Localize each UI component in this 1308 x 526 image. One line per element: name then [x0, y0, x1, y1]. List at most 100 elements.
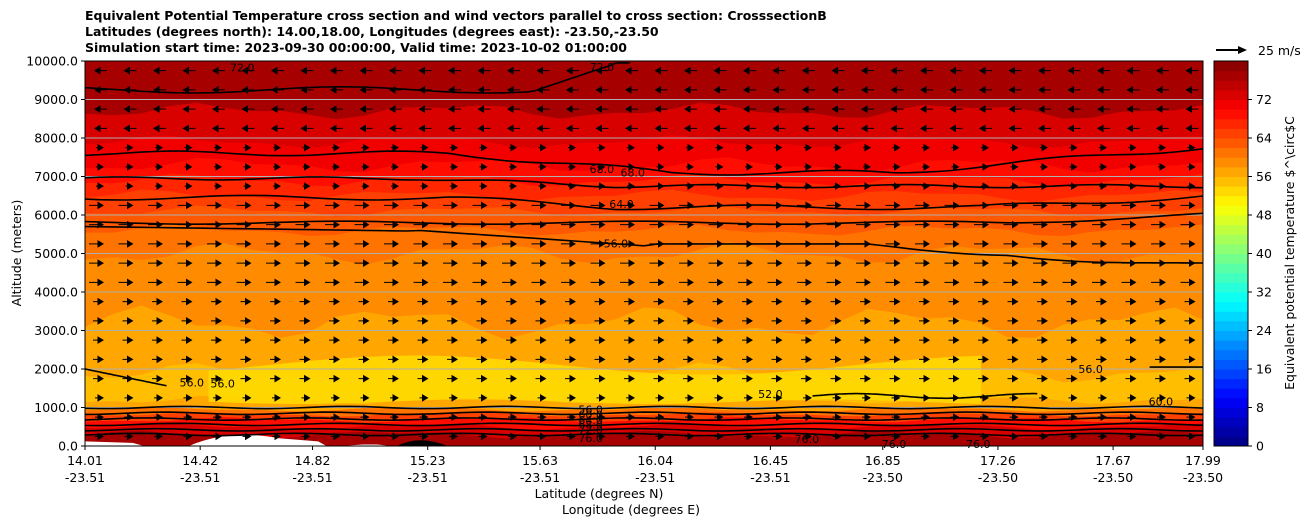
wind-vector	[183, 393, 193, 402]
wind-vector	[597, 162, 606, 171]
wind-vector	[1008, 105, 1022, 114]
wind-vector	[95, 393, 104, 402]
wind-vector	[361, 162, 370, 171]
wind-vector	[476, 374, 488, 383]
wind-vector	[654, 105, 668, 114]
wind-vector	[1151, 278, 1166, 287]
wind-vector	[1009, 413, 1019, 422]
wind-vector	[182, 66, 196, 75]
wind-vector	[649, 259, 665, 268]
wind-vector	[830, 316, 842, 325]
wind-vector	[273, 182, 281, 191]
wind-vector	[620, 278, 635, 287]
wind-vector	[1068, 393, 1078, 402]
wind-vector	[479, 143, 488, 152]
wind-vector	[154, 393, 163, 402]
wind-vector	[177, 220, 193, 229]
wind-vector	[1151, 259, 1166, 268]
wind-vector	[1155, 316, 1166, 325]
wind-vector	[653, 374, 665, 383]
wind-vector	[626, 413, 635, 422]
wind-vector	[295, 259, 311, 268]
wind-vector	[447, 336, 458, 345]
wind-vector	[627, 182, 635, 191]
wind-vector	[1128, 143, 1137, 152]
wind-vector	[1099, 162, 1107, 171]
wind-vector	[656, 182, 665, 191]
wind-vector	[299, 297, 311, 306]
wind-vector	[772, 66, 786, 75]
contour-labels: 72.0 72.068.0 68.064.056.056.056.052.056.0…	[179, 61, 1173, 451]
wind-vector	[771, 336, 783, 345]
wind-vector	[686, 162, 694, 171]
wind-vector	[331, 432, 340, 441]
wind-vector	[1180, 278, 1196, 287]
wind-vector	[863, 182, 871, 191]
wind-vector	[974, 259, 989, 268]
wind-vector	[271, 85, 284, 94]
wind-vector	[1180, 201, 1196, 210]
wind-vector	[332, 143, 340, 152]
wind-vector	[1099, 182, 1107, 191]
wind-vector	[1007, 297, 1019, 306]
wind-vector	[1097, 124, 1110, 133]
colorbar-segment-3	[1214, 407, 1248, 418]
x-tick-lat-0: 14.01	[67, 453, 103, 468]
wind-vector	[949, 85, 963, 94]
wind-vector	[915, 220, 930, 229]
wind-vector	[771, 316, 783, 325]
wind-vector	[862, 393, 871, 402]
wind-vector	[1127, 413, 1137, 422]
wind-vector	[1097, 66, 1110, 75]
x-tick-lon-10: -23.50	[1183, 470, 1223, 485]
wind-vector	[419, 393, 429, 402]
wind-vector	[1180, 259, 1196, 268]
colorbar-segment-38	[1214, 70, 1248, 81]
wind-vector	[1184, 297, 1196, 306]
x-tick-lon-8: -23.50	[978, 470, 1018, 485]
wind-vector	[712, 336, 724, 345]
wind-vector	[361, 143, 370, 152]
wind-vector	[155, 162, 163, 171]
wind-vector	[950, 413, 960, 422]
wind-vector	[620, 239, 635, 248]
wind-vector	[567, 393, 576, 402]
wind-vector	[885, 278, 901, 287]
wind-vector	[861, 124, 874, 133]
wind-vector	[856, 201, 871, 210]
wind-vector	[236, 201, 252, 210]
wind-vector	[389, 124, 402, 133]
wind-vector	[1003, 278, 1019, 287]
wind-vector	[920, 124, 933, 133]
wind-vector	[797, 278, 812, 287]
y-axis: 0.0 1000.0 2000.0 3000.0 4000.0 5000.0 6000.0 7…	[26, 54, 85, 454]
wind-vector	[801, 374, 812, 383]
colorbar-tick-label-1: 8	[1256, 400, 1264, 415]
colorbar-label: Equivalent potential temperature $^\circ…	[1282, 116, 1297, 390]
wind-vector	[1066, 316, 1078, 325]
wind-vector	[182, 85, 196, 94]
wind-vector	[536, 66, 550, 75]
wind-vector	[594, 297, 606, 306]
wind-vector	[360, 432, 370, 441]
wind-vector	[243, 162, 252, 171]
wind-vector	[708, 201, 724, 210]
wind-vector	[273, 143, 281, 152]
wind-vector	[1155, 297, 1166, 306]
wind-vector	[270, 316, 281, 325]
wind-vector	[154, 413, 163, 422]
wind-vector	[566, 66, 579, 75]
colorbar-segment-4	[1214, 397, 1248, 408]
contour-label-13: 64.0	[578, 414, 603, 427]
wind-vector	[271, 105, 284, 114]
wind-vector	[654, 85, 668, 94]
wind-vector	[1121, 239, 1137, 248]
colorbar-segment-5	[1214, 388, 1248, 399]
wind-vector	[1099, 143, 1107, 152]
wind-vector	[535, 336, 547, 345]
wind-vector	[802, 124, 815, 133]
wind-vector	[981, 182, 989, 191]
wind-vector	[831, 124, 845, 133]
wind-vector	[686, 143, 694, 152]
wind-vector	[449, 393, 458, 402]
